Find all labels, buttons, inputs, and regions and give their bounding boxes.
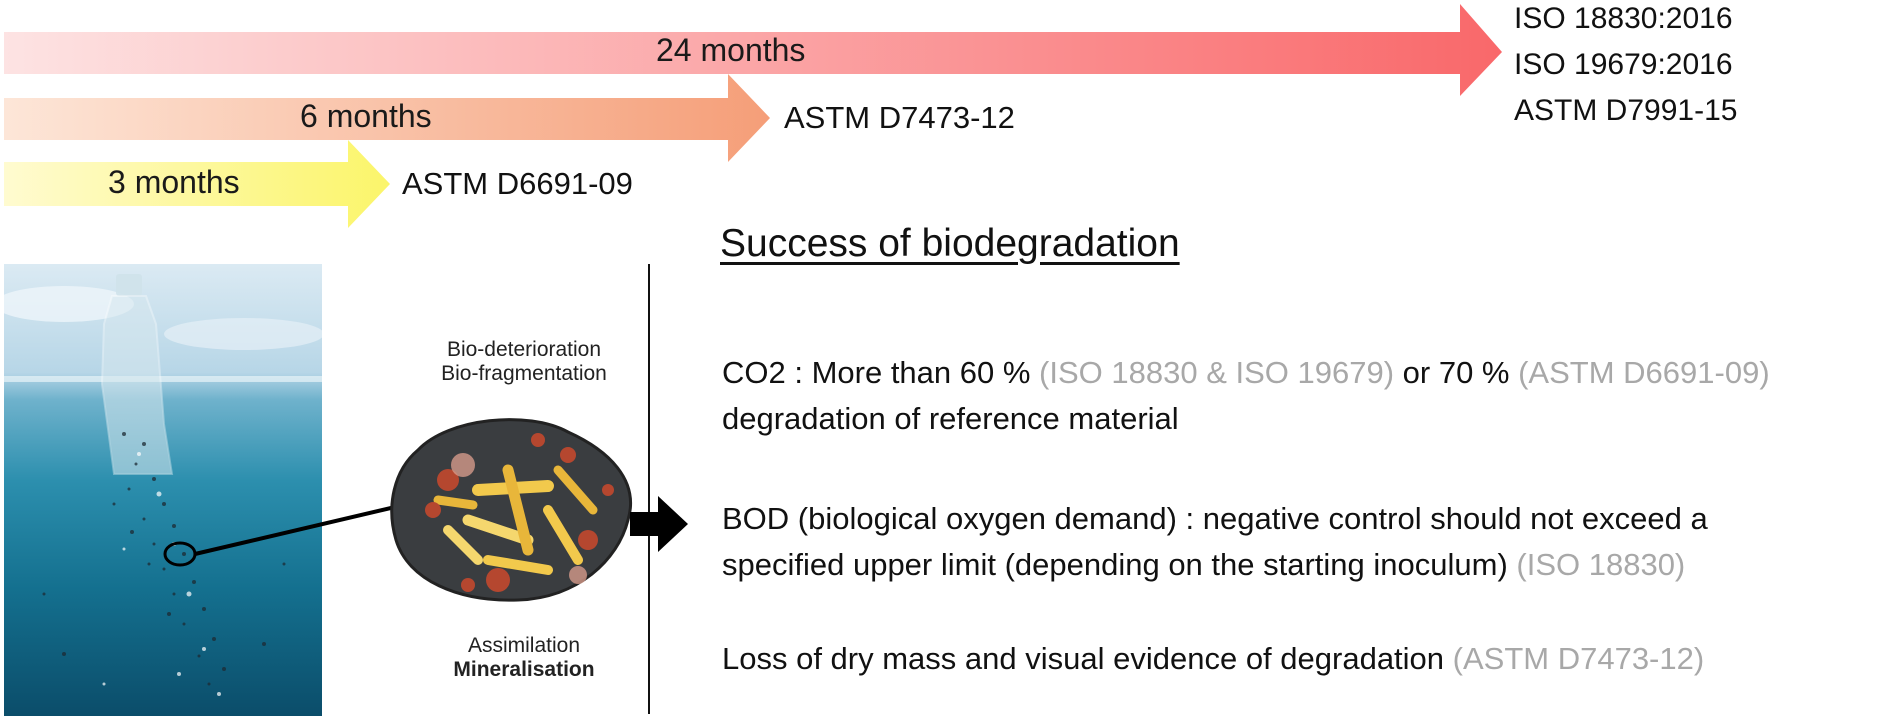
criterion-co2: CO2 : More than 60 % (ISO 18830 & ISO 19…: [722, 350, 1770, 442]
ref-astm-d6691: (ASTM D6691-09): [1518, 355, 1770, 390]
caption-mineralisation: Mineralisation: [453, 658, 595, 681]
standards-24-months: ISO 18830:2016 ISO 19679:2016 ASTM D7991…: [1514, 0, 1737, 134]
arrow-label-3: 3 months: [108, 164, 240, 200]
timeline-arrows: [4, 4, 1502, 228]
criterion-bod: BOD (biological oxygen demand) : negativ…: [722, 496, 1708, 588]
arrow-label-6: 6 months: [300, 98, 432, 134]
ref-iso: (ISO 18830 & ISO 19679): [1039, 355, 1395, 390]
standard-6-months: ASTM D7473-12: [784, 100, 1015, 135]
standard-astm-d7991: ASTM D7991-15: [1514, 94, 1738, 127]
caption-assimilation: Assimilation: [467, 634, 581, 657]
ref-astm-d7473: (ASTM D7473-12): [1452, 641, 1705, 676]
caption-bio-fragmentation: Bio-fragmentation: [441, 362, 607, 385]
arrow-6-months: [4, 74, 770, 162]
criteria-heading: Success of biodegradation: [720, 222, 1180, 265]
arrow-24-months: [4, 4, 1502, 96]
criterion-co2-line1: CO2 : More than 60 % (ISO 18830 & ISO 19…: [722, 355, 1770, 390]
ref-iso-18830: (ISO 18830): [1516, 547, 1686, 582]
criterion-mass: Loss of dry mass and visual evidence of …: [722, 641, 1705, 676]
microbe-particle-icon: [390, 418, 632, 602]
plastic-bottle-ocean-photo: [4, 264, 322, 716]
criterion-bod-line1: BOD (biological oxygen demand) : negativ…: [722, 501, 1708, 536]
caption-top: Bio-deterioration Bio-fragmentation: [414, 338, 634, 386]
arrow-label-24: 24 months: [656, 32, 806, 68]
criterion-co2-line2: degradation of reference material: [722, 401, 1179, 436]
arrow-3-months: [4, 140, 390, 228]
arrow-right-icon: [630, 496, 688, 552]
standard-3-months: ASTM D6691-09: [402, 166, 633, 201]
criterion-bod-line2: specified upper limit (depending on the …: [722, 547, 1686, 582]
callout-line: [163, 498, 426, 567]
caption-bottom: Assimilation Mineralisation: [414, 634, 634, 682]
divider-line: [648, 264, 650, 714]
standard-iso-19679: ISO 19679:2016: [1514, 48, 1733, 81]
standard-iso-18830: ISO 18830:2016: [1514, 2, 1733, 35]
caption-bio-deterioration: Bio-deterioration: [446, 338, 602, 361]
